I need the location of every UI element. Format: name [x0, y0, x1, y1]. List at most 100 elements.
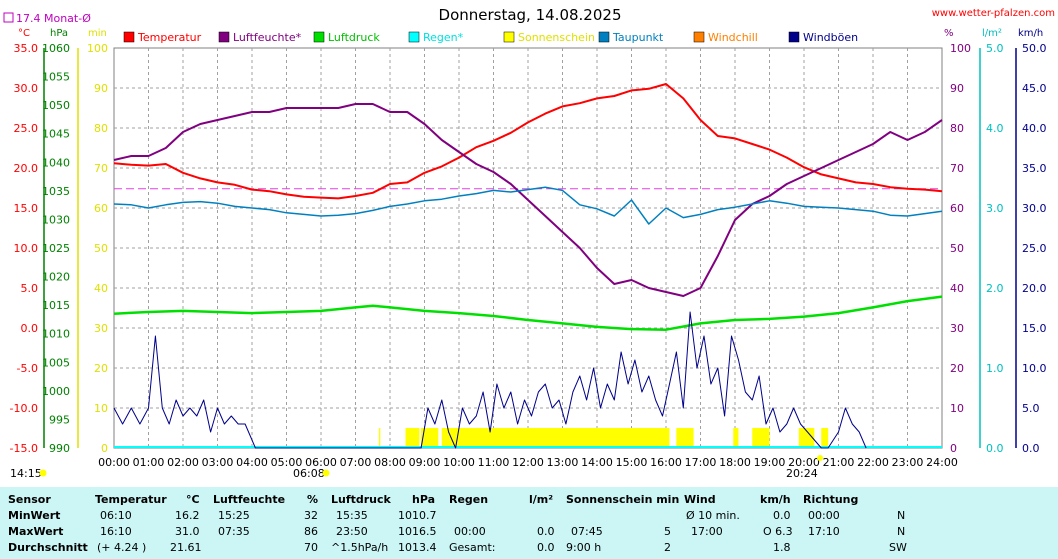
x-tick-label: 10:00	[443, 456, 475, 469]
legend-label-windchill: Windchill	[708, 31, 758, 44]
x-tick-label: 02:00	[167, 456, 199, 469]
wind-tick-label: 5.0	[1022, 402, 1040, 415]
stats-cell: 07:45	[571, 525, 603, 538]
temp-tick-label: 5.0	[21, 282, 39, 295]
x-tick-label: 15:00	[616, 456, 648, 469]
stats-cell: 70	[304, 541, 318, 554]
humidity-tick-label: 30	[950, 322, 964, 335]
stats-cell: 1013.4	[398, 541, 437, 554]
x-tick-label: 05:00	[271, 456, 303, 469]
stats-cell: 5	[664, 525, 671, 538]
site-url[interactable]: www.wetter-pfalzen.com	[932, 8, 1055, 19]
x-tick-label: 21:00	[823, 456, 855, 469]
humidity-line	[113, 103, 943, 297]
pressure-tick-label: 1055	[42, 71, 70, 84]
sunshine-bar	[752, 428, 770, 448]
temp-tick-label: 20.0	[14, 162, 39, 175]
humidity-tick-label: 70	[950, 162, 964, 175]
x-tick-label: 01:00	[133, 456, 165, 469]
stats-header-hum-unit: %	[307, 493, 319, 506]
pressure-tick-label: 1030	[42, 213, 70, 226]
monthly-avg-label: 17.4 Monat-Ø	[16, 12, 91, 25]
pressure-unit-label: hPa	[50, 28, 68, 39]
humidity-tick-label: 100	[950, 42, 971, 55]
axes: 35.0 30.0 25.0 20.0 15.0 10.0 5.0 0.0 -5.0 -10.0 -…	[10, 42, 1047, 455]
x-tick-label: 04:00	[236, 456, 268, 469]
sunset-label: 20:24	[786, 467, 818, 480]
stats-cell: (+ 4.24 )	[97, 541, 147, 554]
stats-cell: 16:10	[100, 525, 132, 538]
temp-tick-label: 25.0	[14, 122, 39, 135]
wind-tick-label: 10.0	[1022, 362, 1047, 375]
stats-cell: 06:10	[100, 509, 132, 522]
stats-cell: 23:50	[336, 525, 368, 538]
pressure-tick-label: 1040	[42, 156, 70, 169]
pressure-tick-label: 1000	[42, 385, 70, 398]
stats-header-press-unit: hPa	[412, 493, 436, 506]
stats-header-wind: Wind	[684, 493, 716, 506]
legend-label-regen: Regen*	[423, 31, 464, 44]
legend-swatch-luftdruck	[313, 31, 325, 43]
rain-unit-label: l/m²	[982, 28, 1002, 39]
legend-swatch-temperatur	[123, 31, 135, 43]
stats-cell: 1016.5	[398, 525, 437, 538]
stats-header-regen: Regen	[449, 493, 489, 506]
pressure-tick-label: 1025	[42, 242, 70, 255]
weather-chart: 17.4 Monat-Ø Donnerstag, 14.08.2025 www.…	[3, 6, 1055, 480]
sunshine-bars	[114, 428, 942, 448]
minutes-tick-label: 40	[94, 282, 108, 295]
x-tick-label: 03:00	[202, 456, 234, 469]
x-tick-label: 06:00	[305, 456, 337, 469]
stats-cell: 07:35	[218, 525, 250, 538]
stats-cell: ^1.5hPa/h	[331, 541, 389, 554]
pressure-tick-label: 990	[49, 442, 70, 455]
x-tick-label: 12:00	[512, 456, 544, 469]
stats-cell: 15:25	[218, 509, 250, 522]
legend-label-taupunkt: Taupunkt	[612, 31, 664, 44]
temp-tick-label: 0.0	[21, 322, 39, 335]
stats-header-temp-unit: °C	[186, 493, 200, 506]
stats-cell: 2	[664, 541, 671, 554]
stats-cell: 0.0	[773, 509, 791, 522]
stats-cell: 32	[304, 509, 318, 522]
stats-cell: 1010.7	[398, 509, 437, 522]
sunrise-label: 06:08	[293, 467, 325, 480]
legend: Temperatur Luftfeuchte* Luftdruck Regen*…	[123, 31, 858, 44]
x-tick-label: 09:00	[409, 456, 441, 469]
stats-cell: 0.0	[537, 525, 555, 538]
pressure-tick-label: 1050	[42, 99, 70, 112]
stats-cell: N	[897, 509, 906, 522]
pressure-tick-label: 1035	[42, 185, 70, 198]
legend-swatch-windchill	[693, 31, 705, 43]
temp-tick-label: -10.0	[10, 402, 38, 415]
wind-gust-line	[113, 311, 867, 449]
x-tick-label: 07:00	[340, 456, 372, 469]
legend-label-luftfeuchte: Luftfeuchte*	[233, 31, 302, 44]
stats-header-wind-unit: km/h	[760, 493, 791, 506]
series-lines	[113, 83, 943, 449]
stats-cell: Gesamt:	[449, 541, 496, 554]
pressure-tick-label: 1005	[42, 356, 70, 369]
legend-label-temperatur: Temperatur	[137, 31, 202, 44]
humidity-tick-label: 40	[950, 282, 964, 295]
minutes-tick-label: 50	[94, 242, 108, 255]
stats-cell: 00:00	[454, 525, 486, 538]
pressure-tick-label: 1045	[42, 128, 70, 141]
rain-tick-label: 2.0	[986, 282, 1004, 295]
stats-cell: 17:00	[691, 525, 723, 538]
x-tick-label: 17:00	[685, 456, 717, 469]
legend-swatch-sonnenschein	[503, 31, 515, 43]
stats-row-label: Durchschnitt	[8, 541, 88, 554]
sunshine-bar	[378, 428, 381, 448]
stats-header-sonnenschein: Sonnenschein min	[566, 493, 680, 506]
sunshine-bar	[405, 428, 420, 448]
humidity-tick-label: 0	[950, 442, 957, 455]
stats-cell: 15:35	[336, 509, 368, 522]
sunshine-bar	[821, 428, 829, 448]
sunshine-bar	[676, 428, 694, 448]
minutes-tick-label: 70	[94, 162, 108, 175]
x-tick-label: 11:00	[478, 456, 510, 469]
minutes-tick-label: 90	[94, 82, 108, 95]
stats-cell: 17:10	[808, 525, 840, 538]
legend-swatch-regen	[408, 31, 420, 43]
